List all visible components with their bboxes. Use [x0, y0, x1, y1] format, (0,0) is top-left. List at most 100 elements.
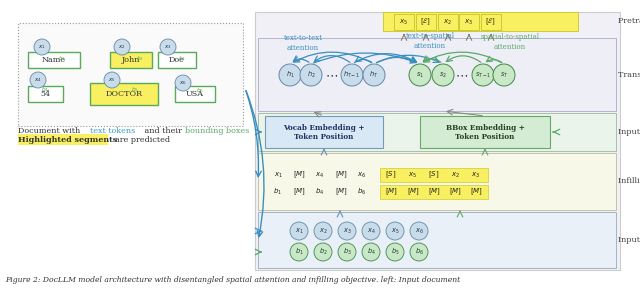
- Circle shape: [30, 72, 46, 88]
- Text: $[M]$: $[M]$: [470, 187, 483, 197]
- Text: $b_4$: $b_4$: [367, 247, 376, 257]
- Text: Token Position: Token Position: [455, 133, 515, 141]
- Bar: [258, 212, 616, 268]
- Text: $x_2$: $x_2$: [444, 17, 452, 26]
- Text: $x_2$: $x_2$: [451, 170, 460, 180]
- Text: $b_1$: $b_1$: [58, 54, 66, 63]
- Text: Doe: Doe: [169, 56, 185, 64]
- Bar: [255, 12, 620, 270]
- Bar: [90, 83, 158, 105]
- Text: $h_1$: $h_1$: [285, 70, 294, 80]
- Text: BBox Embedding +: BBox Embedding +: [445, 124, 524, 132]
- Text: text-to-spatial
attention: text-to-spatial attention: [406, 33, 454, 50]
- Bar: [416, 14, 436, 30]
- Circle shape: [314, 222, 332, 240]
- Text: $\cdots$: $\cdots$: [456, 69, 468, 82]
- Text: $h_{T-1}$: $h_{T-1}$: [343, 70, 361, 80]
- Text: $[M]$: $[M]$: [449, 187, 461, 197]
- Text: $b_1$: $b_1$: [294, 247, 303, 257]
- Text: $x_4$: $x_4$: [316, 170, 324, 180]
- Circle shape: [160, 39, 176, 55]
- Text: text-to-text
attention: text-to-text attention: [284, 34, 323, 52]
- Circle shape: [472, 64, 494, 86]
- Text: $[M]$: $[M]$: [335, 170, 348, 180]
- Circle shape: [386, 222, 404, 240]
- Circle shape: [363, 64, 385, 86]
- Text: $b_6$: $b_6$: [196, 87, 204, 95]
- Bar: [380, 168, 488, 182]
- Text: $x_5$: $x_5$: [108, 76, 116, 84]
- Text: $x_1$: $x_1$: [273, 170, 282, 180]
- Text: $b_2$: $b_2$: [136, 54, 144, 63]
- Bar: [380, 185, 488, 199]
- Text: and their: and their: [142, 127, 184, 135]
- Text: $s_2$: $s_2$: [439, 70, 447, 79]
- Text: Pretraining Objective: Pretraining Objective: [618, 17, 640, 25]
- Circle shape: [338, 243, 356, 261]
- Text: $\cdots$: $\cdots$: [326, 69, 339, 82]
- Text: $b_4$: $b_4$: [41, 86, 49, 94]
- Text: Input Sequence: Input Sequence: [618, 236, 640, 244]
- Text: $x_6$: $x_6$: [415, 226, 424, 236]
- Text: $s_{T-1}$: $s_{T-1}$: [475, 70, 492, 79]
- Text: $x_6$: $x_6$: [357, 170, 367, 180]
- Circle shape: [279, 64, 301, 86]
- Text: $b_6$: $b_6$: [357, 187, 367, 197]
- Text: $h_2$: $h_2$: [307, 70, 316, 80]
- Text: spatial-to-spatial
attention: spatial-to-spatial attention: [481, 33, 540, 51]
- Bar: [438, 14, 458, 30]
- Circle shape: [175, 75, 191, 91]
- Circle shape: [409, 64, 431, 86]
- Text: $b_6$: $b_6$: [415, 247, 424, 257]
- Bar: [383, 12, 578, 31]
- Text: $[\mathcal{E}]$: $[\mathcal{E}]$: [486, 17, 497, 27]
- Text: $x_3$: $x_3$: [465, 17, 474, 26]
- Text: John: John: [122, 56, 140, 64]
- Text: $b_5$: $b_5$: [390, 247, 399, 257]
- Circle shape: [362, 222, 380, 240]
- Text: $b_1$: $b_1$: [273, 187, 282, 197]
- Text: $b_4$: $b_4$: [316, 187, 324, 197]
- Text: $h_T$: $h_T$: [369, 70, 379, 80]
- Text: Infilling Sequence: Infilling Sequence: [618, 177, 640, 185]
- Text: $s_1$: $s_1$: [416, 70, 424, 79]
- Text: are predicted: are predicted: [115, 136, 170, 144]
- Bar: [110, 52, 152, 68]
- Text: $[\mathcal{E}]$: $[\mathcal{E}]$: [420, 17, 431, 27]
- Text: $[M]$: $[M]$: [406, 187, 419, 197]
- Circle shape: [34, 39, 50, 55]
- Bar: [258, 153, 616, 210]
- Circle shape: [362, 243, 380, 261]
- Bar: [265, 116, 383, 148]
- Text: $[M]$: $[M]$: [292, 187, 305, 197]
- Circle shape: [300, 64, 322, 86]
- Text: DOCTOR: DOCTOR: [106, 90, 143, 98]
- Circle shape: [290, 243, 308, 261]
- Text: Highlighted segments: Highlighted segments: [18, 136, 117, 144]
- Text: $x_1$: $x_1$: [38, 43, 45, 51]
- Text: $x_3$: $x_3$: [472, 170, 481, 180]
- Text: $b_2$: $b_2$: [319, 247, 328, 257]
- Text: $s_T$: $s_T$: [500, 70, 508, 79]
- Text: Transformer Blocks: Transformer Blocks: [618, 71, 640, 79]
- Bar: [28, 86, 63, 102]
- Text: Document with: Document with: [18, 127, 83, 135]
- Text: $x_2$: $x_2$: [319, 226, 327, 236]
- Text: $x_3$: $x_3$: [342, 226, 351, 236]
- Circle shape: [338, 222, 356, 240]
- Text: $[M]$: $[M]$: [385, 187, 397, 197]
- Bar: [258, 113, 616, 151]
- Text: $[M]$: $[M]$: [335, 187, 348, 197]
- Text: $b_3$: $b_3$: [178, 54, 186, 63]
- Text: 54: 54: [40, 90, 51, 98]
- Text: $x_1$: $x_1$: [294, 226, 303, 236]
- Text: $[M]$: $[M]$: [428, 187, 440, 197]
- Text: $x_6$: $x_6$: [179, 79, 187, 87]
- Text: $x_2$: $x_2$: [118, 43, 125, 51]
- Text: $b_5$: $b_5$: [131, 86, 139, 94]
- Text: Input Embed Layer: Input Embed Layer: [618, 128, 640, 136]
- Circle shape: [410, 243, 428, 261]
- Text: bounding boxes: bounding boxes: [185, 127, 249, 135]
- Text: $x_5$: $x_5$: [408, 170, 417, 180]
- Text: $x_4$: $x_4$: [34, 76, 42, 84]
